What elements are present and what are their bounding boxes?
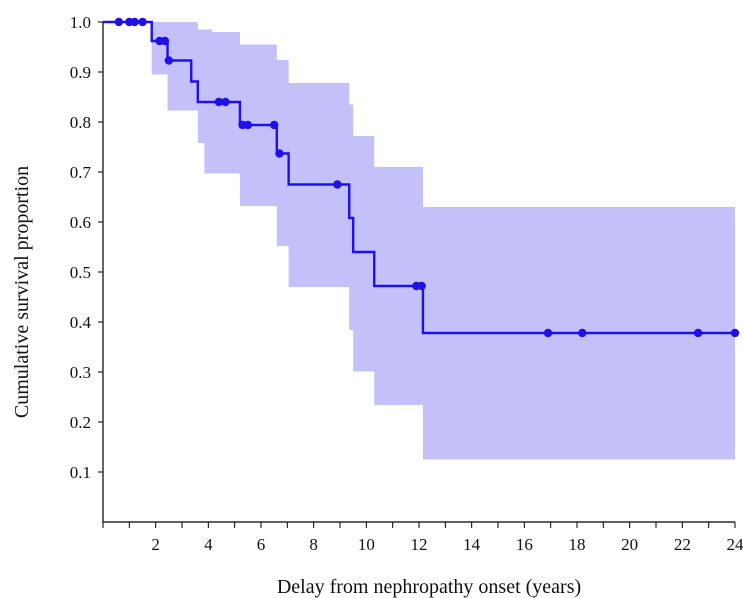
x-tick-label: 6	[257, 535, 266, 554]
y-tick-label: 0.4	[70, 313, 92, 332]
y-tick-label: 0.2	[70, 413, 91, 432]
x-tick-label: 8	[309, 535, 318, 554]
y-tick-label: 0.3	[70, 363, 91, 382]
censor-marker	[417, 281, 426, 291]
censor-marker	[114, 17, 124, 27]
censor-marker	[160, 36, 170, 46]
y-tick-label: 0.5	[70, 263, 91, 282]
censor-marker	[730, 328, 740, 338]
ticks-layer: 0.10.20.30.40.50.60.70.80.91.02 4 6 8 10 12 14…	[70, 13, 743, 554]
x-tick-label: 22	[674, 535, 691, 554]
censor-marker	[269, 120, 279, 130]
y-tick-label: 0.6	[70, 213, 91, 232]
censor-marker	[275, 149, 284, 158]
censor-marker	[214, 97, 224, 107]
y-tick-label: 0.8	[70, 113, 91, 132]
y-axis-title: Cumulative survival proportion	[11, 166, 33, 418]
censor-marker	[130, 17, 139, 27]
x-tick-label: 12	[411, 535, 428, 554]
x-tick-label: 18	[569, 535, 586, 554]
censor-marker	[543, 328, 553, 338]
x-tick-label: 24	[727, 535, 743, 554]
y-tick-label: 0.7	[70, 163, 92, 182]
x-tick-label: 4	[204, 535, 213, 554]
censor-markers-layer	[114, 17, 740, 338]
censor-marker	[221, 97, 230, 107]
x-axis-title: Delay from nephropathy onset (years)	[277, 576, 581, 598]
censor-marker	[333, 180, 342, 189]
censor-marker	[578, 328, 587, 338]
confidence-band	[103, 22, 735, 460]
y-tick-label: 0.1	[70, 463, 91, 482]
x-tick-label: 14	[463, 535, 481, 554]
y-tick-label: 0.9	[70, 63, 91, 82]
x-tick-label: 20	[621, 535, 638, 554]
confidence-band-layer	[103, 22, 735, 460]
x-tick-label: 2	[151, 535, 160, 554]
y-tick-label: 1.0	[70, 13, 91, 32]
censor-marker	[243, 120, 253, 130]
x-tick-label: 10	[358, 535, 375, 554]
censor-marker	[164, 56, 174, 65]
censor-marker	[138, 17, 147, 27]
x-tick-label: 16	[516, 535, 533, 554]
censor-marker	[693, 328, 703, 338]
